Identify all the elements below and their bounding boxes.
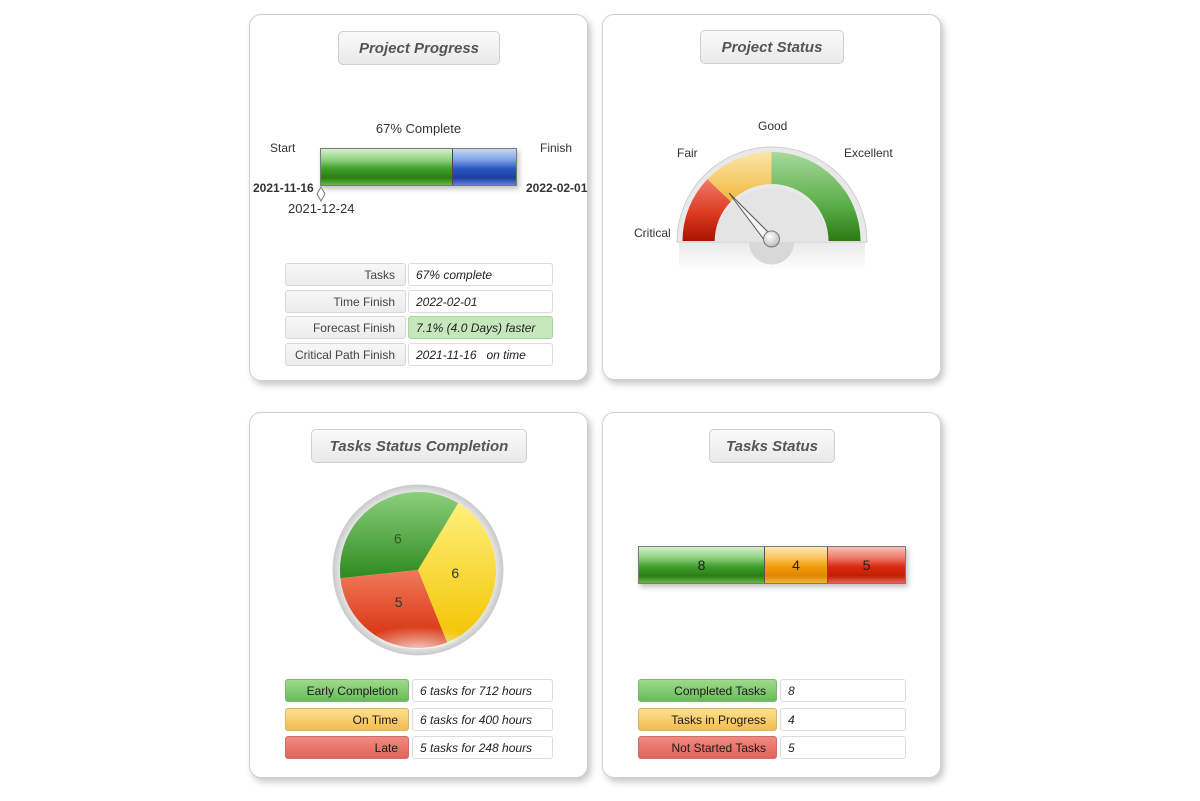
finish-label: Finish — [540, 141, 573, 155]
stack-segment-in-progress: 4 — [764, 547, 827, 583]
legend-in-progress-value: 4 — [780, 708, 906, 731]
gauge-zone-fair — [707, 152, 772, 202]
legend-in-progress-label: Tasks in Progress — [638, 708, 777, 731]
project-progress-panel: Project Progress 67% Complete Start Fini… — [249, 14, 588, 381]
tasks-status-title: Tasks Status — [709, 429, 835, 463]
critical-path-row-value: 2021-11-16 on time — [408, 343, 553, 366]
percent-complete-label: 67% Complete — [375, 121, 462, 136]
time-finish-row-label: Time Finish — [285, 290, 406, 313]
gauge-zone-critical — [682, 179, 731, 241]
tasks-completion-title: Tasks Status Completion — [311, 429, 527, 463]
tasks-completion-panel: Tasks Status Completion 6 6 5 Early Comple… — [249, 412, 588, 778]
progress-completed-segment — [321, 149, 452, 185]
legend-not-started-value: 5 — [780, 736, 906, 759]
progress-bar — [320, 148, 517, 186]
tasks-status-panel: Tasks Status 8 4 5 Completed Tasks 8 Tasks… — [602, 412, 941, 778]
gauge-label-fair: Fair — [677, 146, 698, 160]
pie-shine — [376, 621, 460, 649]
finish-date: 2022-02-01 — [526, 181, 588, 195]
legend-late-value: 5 tasks for 248 hours — [412, 736, 553, 759]
gauge-label-good: Good — [758, 119, 788, 133]
tasks-row-label: Tasks — [285, 263, 406, 286]
legend-completed-label: Completed Tasks — [638, 679, 777, 702]
pie-slice-on-time — [418, 503, 496, 643]
completion-pie-chart: 6 6 5 — [332, 484, 504, 656]
gauge-hub-cradle — [749, 242, 794, 265]
pie-label-early-completion: 6 — [394, 530, 402, 546]
legend-late-label: Late — [285, 736, 409, 759]
stack-segment-completed: 8 — [639, 547, 764, 583]
gauge-label-critical: Critical — [634, 226, 671, 240]
project-progress-title: Project Progress — [338, 31, 500, 65]
progress-remaining-segment — [452, 149, 516, 185]
forecast-finish-row-value: 7.1% (4.0 Days) faster — [408, 316, 553, 339]
status-gauge — [676, 146, 868, 271]
legend-on-time-value: 6 tasks for 400 hours — [412, 708, 553, 731]
tasks-row-value: 67% complete — [408, 263, 553, 286]
stack-segment-not-started: 5 — [827, 547, 905, 583]
legend-not-started-label: Not Started Tasks — [638, 736, 777, 759]
gauge-hub — [763, 230, 780, 248]
gauge-zone-good — [771, 152, 861, 241]
project-status-title: Project Status — [700, 30, 844, 64]
forecast-finish-row-label: Forecast Finish — [285, 316, 406, 339]
marker-date: 2021-12-24 — [288, 201, 355, 216]
time-finish-row-value: 2022-02-01 — [408, 290, 553, 313]
stack-label-in-progress: 4 — [792, 557, 800, 573]
stack-label-not-started: 5 — [862, 557, 871, 573]
pie-label-on-time: 6 — [451, 565, 459, 581]
milestone-marker-icon — [316, 186, 326, 202]
stack-label-completed: 8 — [697, 557, 706, 573]
pie-slice-early-completion — [339, 492, 459, 579]
legend-early-completion-label: Early Completion — [285, 679, 409, 702]
tasks-status-stacked-bar: 8 4 5 — [638, 546, 906, 584]
pie-label-late: 5 — [395, 594, 403, 610]
legend-completed-value: 8 — [780, 679, 906, 702]
start-label: Start — [270, 141, 296, 155]
gauge-label-excellent: Excellent — [844, 146, 893, 160]
critical-path-row-label: Critical Path Finish — [285, 343, 406, 366]
legend-on-time-label: On Time — [285, 708, 409, 731]
project-status-panel: Project Status — [602, 14, 941, 380]
legend-early-completion-value: 6 tasks for 712 hours — [412, 679, 553, 702]
start-date: 2021-11-16 — [253, 181, 314, 195]
gauge-face — [714, 188, 829, 242]
